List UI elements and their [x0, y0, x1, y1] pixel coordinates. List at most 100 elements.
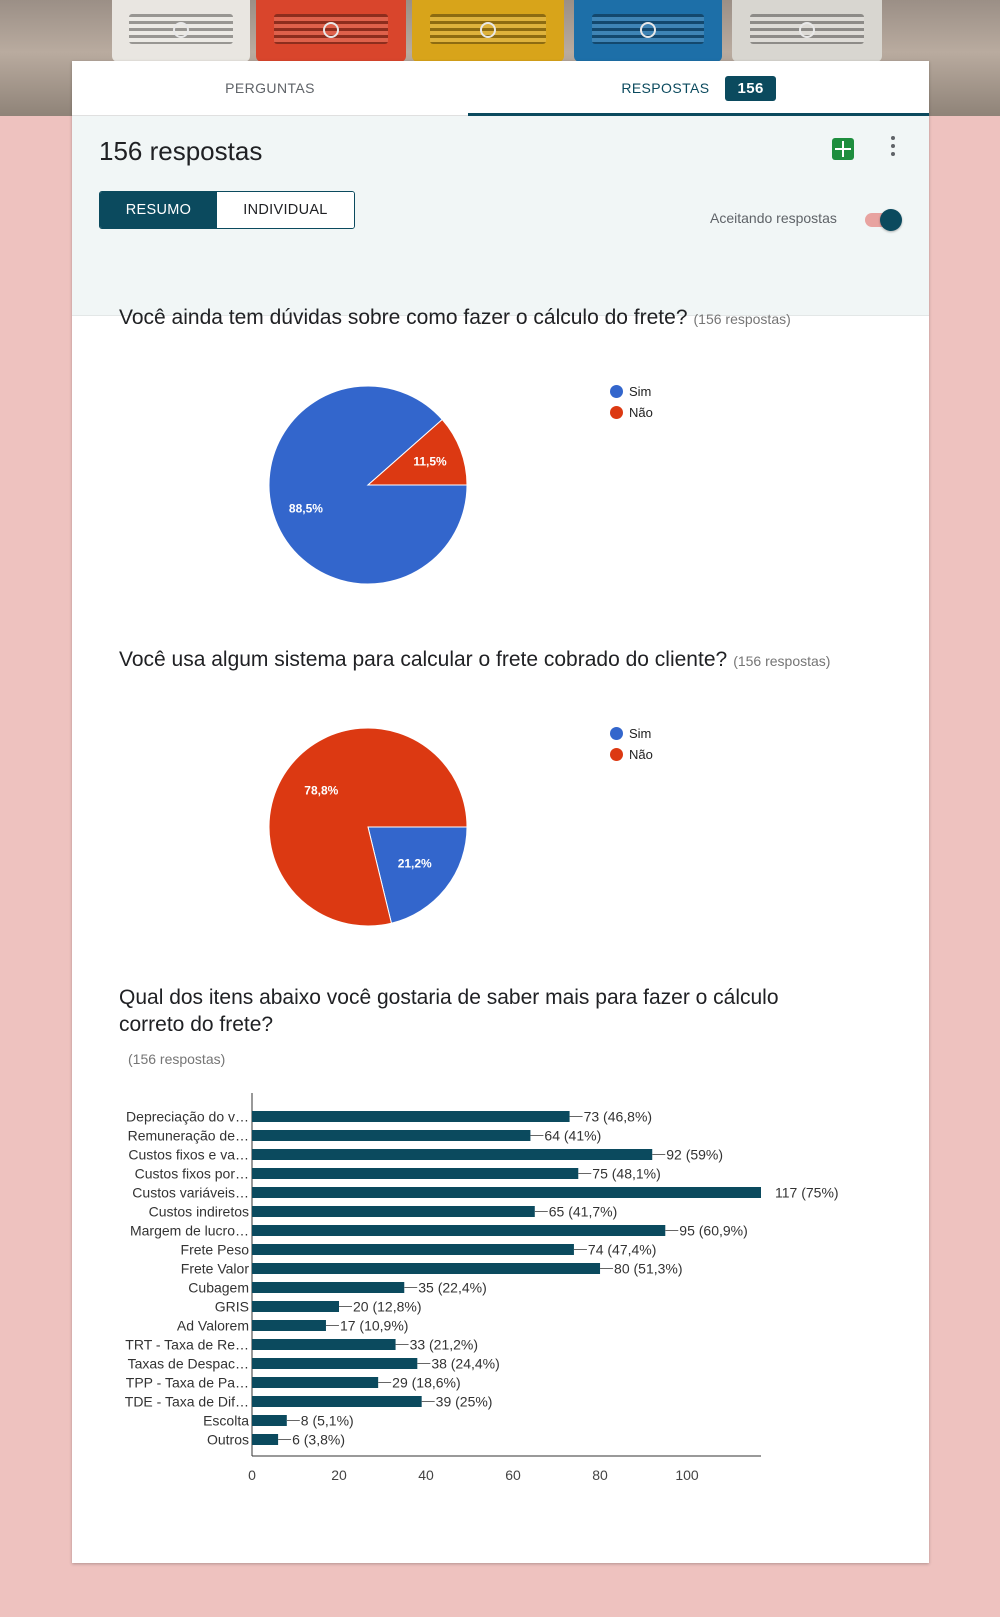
- bar-category-label: TPP - Taxa de Pa…: [126, 1375, 249, 1391]
- bar: [252, 1396, 422, 1407]
- bar-data-label: 92 (59%): [666, 1147, 723, 1163]
- bar: [252, 1282, 405, 1293]
- question-1-response-count: (156 respostas): [693, 311, 791, 327]
- bar: [252, 1225, 666, 1236]
- bar-data-label: 95 (60,9%): [679, 1223, 747, 1239]
- bar-chart-3: Depreciação do v… 73 (46,8%) Remuneração d…: [125, 1093, 839, 1483]
- bar-data-label: 80 (51,3%): [614, 1261, 682, 1277]
- bar-category-label: Frete Peso: [181, 1242, 250, 1258]
- legend-label: Sim: [629, 384, 652, 399]
- banner-truck: [732, 0, 882, 62]
- legend-item-nao: Não: [610, 744, 653, 765]
- pie-slice-label: 21,2%: [398, 857, 432, 871]
- bar: [252, 1130, 531, 1141]
- tab-questions[interactable]: PERGUNTAS: [72, 61, 468, 115]
- pie-slice-sim: [367, 826, 468, 924]
- bar-data-label: 8 (5,1%): [301, 1413, 354, 1429]
- bar-category-label: Cubagem: [188, 1280, 249, 1296]
- pie-slice-nao: [366, 418, 468, 486]
- question-1-text: Você ainda tem dúvidas sobre como fazer …: [119, 306, 688, 329]
- bar: [252, 1206, 535, 1217]
- bar-category-label: Outros: [207, 1432, 249, 1448]
- bar-data-label: 65 (41,7%): [549, 1204, 617, 1220]
- tab-responses-label: RESPOSTAS: [621, 80, 710, 96]
- legend-dot: [610, 385, 623, 398]
- bar-category-label: Remuneração de…: [128, 1128, 249, 1144]
- pie-slice-label: 11,5%: [413, 455, 447, 469]
- question-2-response-count: (156 respostas): [733, 653, 831, 669]
- bar-data-label: 39 (25%): [436, 1394, 493, 1410]
- question-2-text: Você usa algum sistema para calcular o f…: [119, 648, 728, 671]
- tab-questions-label: PERGUNTAS: [225, 80, 315, 96]
- bar-category-label: Depreciação do v…: [126, 1109, 249, 1125]
- bar-category-label: Custos variáveis…: [132, 1185, 249, 1201]
- view-toggle: RESUMO INDIVIDUAL: [99, 191, 355, 229]
- legend-dot: [610, 406, 623, 419]
- pie-chart-2: 21,2% 78,8%: [268, 727, 468, 927]
- pie-chart-1: 88,5% 11,5%: [268, 385, 468, 585]
- pie-slice-nao: [268, 727, 468, 927]
- banner-truck: [412, 0, 564, 62]
- legend-label: Não: [629, 747, 653, 762]
- bar-category-label: TDE - Taxa de Dif…: [125, 1394, 249, 1410]
- bar-data-label: 6 (3,8%): [292, 1432, 345, 1448]
- legend-label: Não: [629, 405, 653, 420]
- bar-category-label: Custos fixos por…: [135, 1166, 249, 1182]
- bar-category-label: Ad Valorem: [177, 1318, 249, 1334]
- pie-1-legend: Sim Não: [610, 381, 653, 423]
- bar-data-label: 73 (46,8%): [584, 1109, 652, 1125]
- summary-header: 156 respostas RESUMO INDIVIDUAL Aceitand…: [72, 116, 929, 316]
- individual-view-button[interactable]: INDIVIDUAL: [217, 192, 354, 228]
- bar: [252, 1149, 653, 1160]
- bar-category-label: Custos indiretos: [149, 1204, 249, 1220]
- bar: [252, 1339, 396, 1350]
- bar-data-label: 74 (47,4%): [588, 1242, 656, 1258]
- bar-data-label: 75 (48,1%): [592, 1166, 660, 1182]
- bar: [252, 1187, 761, 1198]
- bar: [252, 1415, 287, 1426]
- question-3-response-count: (156 respostas): [128, 1051, 226, 1067]
- bar-category-label: Frete Valor: [181, 1261, 250, 1277]
- bar-data-label: 117 (75%): [775, 1185, 839, 1201]
- sheets-icon[interactable]: [832, 138, 854, 160]
- bar: [252, 1320, 326, 1331]
- bar-data-label: 64 (41%): [544, 1128, 601, 1144]
- x-tick-label: 60: [505, 1467, 521, 1483]
- bar-category-label: Escolta: [203, 1413, 249, 1429]
- legend-item-sim: Sim: [610, 381, 653, 402]
- bar-data-label: 29 (18,6%): [392, 1375, 460, 1391]
- accepting-responses-label: Aceitando respostas: [710, 210, 837, 226]
- more-vert-icon[interactable]: [887, 136, 899, 160]
- accepting-responses-toggle[interactable]: [862, 208, 902, 232]
- x-tick-label: 40: [418, 1467, 434, 1483]
- bar-data-label: 35 (22,4%): [418, 1280, 486, 1296]
- responses-count-badge: 156: [725, 75, 776, 101]
- tab-responses[interactable]: RESPOSTAS 156: [468, 61, 929, 115]
- question-3-text-line2: correto do frete?: [119, 1013, 274, 1036]
- pie-2-legend: Sim Não: [610, 723, 653, 765]
- legend-dot: [610, 748, 623, 761]
- bar-category-label: Custos fixos e va…: [128, 1147, 249, 1163]
- bar: [252, 1244, 574, 1255]
- bar-data-label: 38 (24,4%): [431, 1356, 499, 1372]
- bar: [252, 1358, 418, 1369]
- question-3-title: Qual dos itens abaixo você gostaria de s…: [119, 984, 779, 1038]
- banner-truck: [112, 0, 250, 62]
- legend-item-sim: Sim: [610, 723, 653, 744]
- bar-category-label: Taxas de Despac…: [128, 1356, 249, 1372]
- banner-truck: [574, 0, 722, 62]
- bar-category-label: GRIS: [215, 1299, 249, 1315]
- pie-slice-label: 78,8%: [304, 783, 338, 797]
- bar: [252, 1377, 379, 1388]
- summary-view-button[interactable]: RESUMO: [100, 192, 217, 228]
- bar-category-label: Margem de lucro…: [130, 1223, 249, 1239]
- active-tab-indicator: [468, 113, 929, 116]
- response-count-title: 156 respostas: [99, 136, 263, 166]
- banner-truck: [256, 0, 406, 62]
- x-tick-label: 80: [592, 1467, 608, 1483]
- bar: [252, 1301, 340, 1312]
- legend-item-nao: Não: [610, 402, 653, 423]
- bar-data-label: 20 (12,8%): [353, 1299, 421, 1315]
- bar: [252, 1168, 579, 1179]
- x-tick-label: 100: [675, 1467, 699, 1483]
